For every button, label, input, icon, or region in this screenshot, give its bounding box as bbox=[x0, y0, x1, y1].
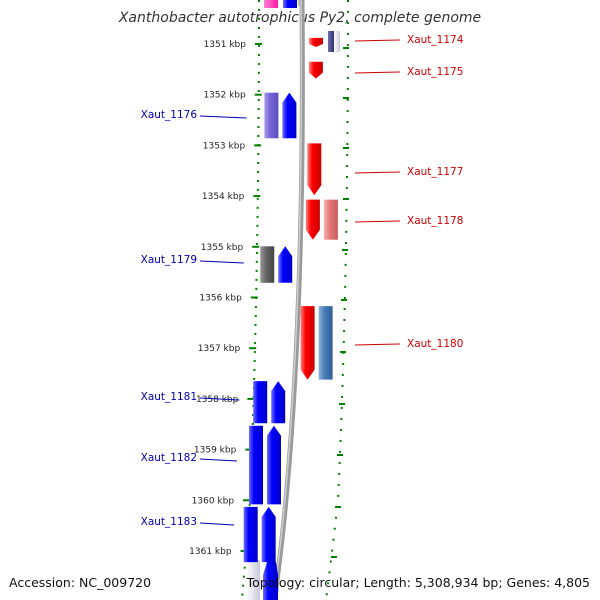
gene-leader-line bbox=[199, 115, 247, 119]
gene-leader-line bbox=[354, 343, 401, 346]
gene-arrow-xaut-1180[interactable] bbox=[300, 306, 315, 380]
gene-arrow-xaut-1182[interactable] bbox=[267, 425, 282, 505]
scale-tick-label: 1353 kbp bbox=[203, 141, 246, 151]
gene-arrow-xaut-1176[interactable] bbox=[282, 92, 297, 139]
gene-label[interactable]: Xaut_1181 bbox=[141, 391, 197, 403]
scale-tick-label: 1355 kbp bbox=[201, 243, 244, 253]
scale-ticks: 1351 kbp 1352 kbp 1353 kbp 1354 kbp 1355 kbp… bbox=[189, 40, 262, 557]
gene-arrow-xaut-1181[interactable] bbox=[271, 381, 286, 424]
scale-tick-label: 1354 kbp bbox=[202, 192, 245, 202]
downstream-features bbox=[246, 560, 278, 600]
gene-companion-bar[interactable] bbox=[318, 306, 333, 380]
gene-leader-line bbox=[199, 397, 240, 401]
small-reverse-features bbox=[328, 31, 340, 52]
gene-leader-line bbox=[354, 220, 401, 223]
scale-tick-label: 1357 kbp bbox=[198, 344, 241, 354]
scale-tick-label: 1358 kbp bbox=[196, 395, 239, 405]
gene-companion-bar[interactable] bbox=[253, 381, 268, 424]
gene-arrow-xaut-1174[interactable] bbox=[308, 37, 323, 48]
genome-summary: Topology: circular; Length: 5,308,934 bp… bbox=[246, 575, 590, 590]
gene-label[interactable]: Xaut_1178 bbox=[407, 215, 463, 227]
gene-leader-line bbox=[354, 171, 401, 174]
gene-label[interactable]: Xaut_1183 bbox=[141, 516, 197, 528]
scale-tick-label: 1359 kbp bbox=[194, 446, 237, 456]
gene-label[interactable]: Xaut_1176 bbox=[141, 109, 198, 121]
genome-backbone-highlight bbox=[273, 0, 303, 600]
gene-label[interactable]: Xaut_1182 bbox=[141, 452, 197, 464]
gene-arrow-xaut-1177[interactable] bbox=[307, 143, 322, 196]
scale-tick-label: 1360 kbp bbox=[192, 496, 235, 506]
scale-tick-label: 1356 kbp bbox=[199, 294, 242, 304]
gene-label[interactable]: Xaut_1179 bbox=[141, 254, 197, 266]
gene-arrow-xaut-1178[interactable] bbox=[305, 199, 320, 240]
gene-leader-line bbox=[199, 458, 237, 462]
gene-leader-line bbox=[354, 39, 401, 42]
gene-leader-line bbox=[199, 260, 244, 264]
scale-tick-label: 1361 kbp bbox=[189, 547, 232, 557]
scale-tick-label: 1351 kbp bbox=[204, 40, 247, 50]
gene-companion-bar[interactable] bbox=[249, 425, 264, 505]
scale-tick-label: 1352 kbp bbox=[203, 91, 246, 101]
gene-label[interactable]: Xaut_1180 bbox=[407, 338, 463, 350]
partial-features bbox=[264, 0, 301, 8]
gene-label[interactable]: Xaut_1175 bbox=[407, 66, 463, 78]
gene-arrow-xaut-1179[interactable] bbox=[278, 246, 293, 283]
gene-companion-bar[interactable] bbox=[243, 506, 258, 563]
gene-companion-bar[interactable] bbox=[323, 199, 338, 240]
gene-features: Xaut_1174 Xaut_1175 Xaut_1176 Xaut_1177 Xaut… bbox=[141, 34, 464, 563]
gene-arrow-xaut-1183[interactable] bbox=[261, 506, 276, 563]
gene-leader-line bbox=[199, 522, 235, 526]
gene-label[interactable]: Xaut_1177 bbox=[407, 166, 463, 178]
outer-ticks bbox=[331, 47, 349, 558]
gene-arrow-xaut-1175[interactable] bbox=[308, 61, 323, 79]
accession-label: Accession: NC_009720 bbox=[9, 575, 152, 590]
gene-companion-bar[interactable] bbox=[264, 92, 279, 139]
gene-companion-bar[interactable] bbox=[260, 246, 275, 283]
genome-backbone bbox=[272, 0, 305, 600]
gene-leader-line bbox=[354, 71, 401, 74]
gene-label[interactable]: Xaut_1174 bbox=[407, 34, 464, 46]
